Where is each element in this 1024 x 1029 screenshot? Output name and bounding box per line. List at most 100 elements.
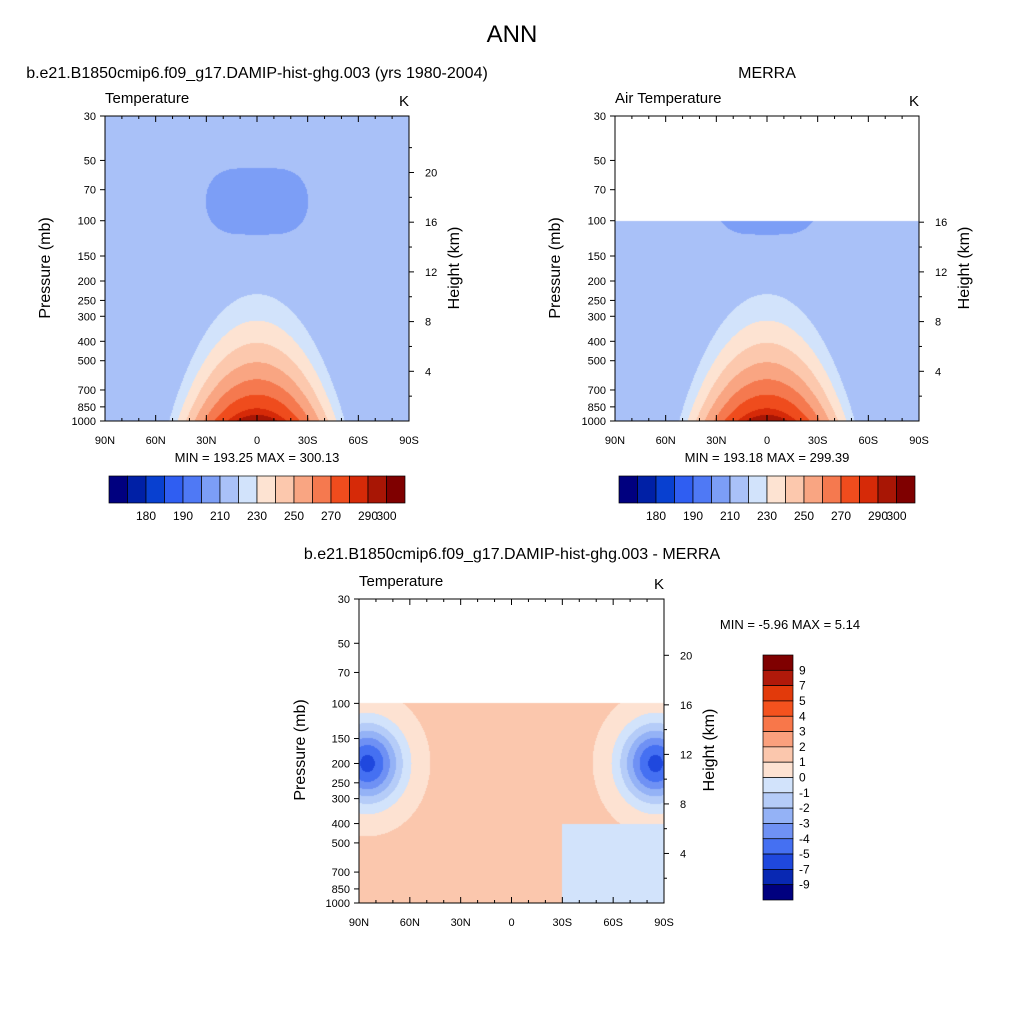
pressure-tick-label: 200 <box>332 758 350 770</box>
lat-tick-label: 30S <box>298 435 318 447</box>
figure-title: ANN <box>487 21 538 48</box>
lat-tick-label: 90S <box>399 435 419 447</box>
panel-diff-units: K <box>654 576 664 593</box>
pressure-tick-label: 300 <box>588 311 606 323</box>
colorbar-box <box>762 869 794 886</box>
colorbar-label: 250 <box>284 509 304 523</box>
pressure-tick-label: 1000 <box>72 416 96 428</box>
colorbar-label: -4 <box>799 832 810 846</box>
panel-model-plot-area <box>105 116 409 421</box>
colorbar-box <box>618 475 638 504</box>
colorbar-label: 0 <box>799 771 806 785</box>
colorbar-box <box>762 746 794 763</box>
height-tick-label: 16 <box>935 217 947 229</box>
lat-tick-label: 0 <box>764 435 770 447</box>
colorbar-label: 1 <box>799 755 806 769</box>
lat-tick-label: 90S <box>909 435 929 447</box>
panel-diff-ylabel-right: Height (km) <box>701 709 718 792</box>
pressure-tick-label: 150 <box>78 251 96 263</box>
height-tick-label: 16 <box>425 217 437 229</box>
pressure-tick-label: 200 <box>588 276 606 288</box>
height-tick-label: 4 <box>425 366 431 378</box>
lat-tick-label: 30N <box>451 917 471 929</box>
colorbar-box <box>803 475 823 504</box>
colorbar-box <box>349 475 369 504</box>
panel-obs-ylabel-right: Height (km) <box>956 227 973 310</box>
colorbar-label: -7 <box>799 862 810 876</box>
field-shading <box>615 116 919 421</box>
colorbar-box <box>219 475 239 504</box>
colorbar-label: 190 <box>683 509 703 523</box>
pressure-tick-label: 100 <box>332 698 350 710</box>
lat-tick-label: 30S <box>808 435 828 447</box>
colorbar-label: 250 <box>794 509 814 523</box>
colorbar-box <box>762 654 794 671</box>
colorbar-box <box>145 475 165 504</box>
colorbar-box <box>762 761 794 778</box>
colorbar-label: 180 <box>646 509 666 523</box>
lat-tick-label: 60N <box>400 917 420 929</box>
lat-tick-label: 60S <box>859 435 879 447</box>
pressure-tick-label: 250 <box>78 295 96 307</box>
colorbar-label: 210 <box>210 509 230 523</box>
colorbar-box <box>896 475 916 504</box>
pressure-tick-label: 700 <box>332 867 350 879</box>
panel-model: b.e21.B1850cmip6.f09_g17.DAMIP-hist-ghg.… <box>26 65 488 523</box>
colorbar-label: 7 <box>799 679 806 693</box>
pressure-tick-label: 500 <box>78 356 96 368</box>
pressure-tick-label: 300 <box>332 794 350 806</box>
colorbar-box <box>108 475 128 504</box>
panel-obs-left-label: Air Temperature <box>615 90 721 107</box>
height-tick-label: 12 <box>680 749 692 761</box>
colorbar-box <box>762 838 794 855</box>
pressure-tick-label: 850 <box>78 402 96 414</box>
height-tick-label: 4 <box>935 366 941 378</box>
panel-diff-colorbar: 9 754 321 0-1-2-3 -4-5-7 -9 <box>762 654 810 901</box>
pressure-tick-label: 700 <box>78 385 96 397</box>
panel-model-case-title: b.e21.B1850cmip6.f09_g17.DAMIP-hist-ghg.… <box>26 65 488 82</box>
panel-obs-plot-area <box>615 116 919 421</box>
colorbar-box <box>201 475 221 504</box>
pressure-tick-label: 400 <box>332 819 350 831</box>
lat-tick-label: 0 <box>254 435 260 447</box>
colorbar-label: 9 <box>799 663 806 677</box>
panel-obs-case-title: MERRA <box>738 65 796 82</box>
lat-tick-label: 90S <box>654 917 674 929</box>
colorbar-box <box>762 700 794 717</box>
colorbar-box <box>256 475 276 504</box>
height-tick-label: 16 <box>680 700 692 712</box>
pressure-tick-label: 250 <box>332 778 350 790</box>
lat-tick-label: 60N <box>146 435 166 447</box>
pressure-tick-label: 1000 <box>326 898 350 910</box>
colorbar-box <box>762 823 794 840</box>
colorbar-label: 210 <box>720 509 740 523</box>
pressure-tick-label: 30 <box>338 594 350 606</box>
pressure-tick-label: 400 <box>588 336 606 348</box>
height-tick-label: 8 <box>935 317 941 329</box>
pressure-tick-label: 70 <box>338 667 350 679</box>
colorbar-label: 270 <box>321 509 341 523</box>
colorbar-box <box>729 475 749 504</box>
height-tick-label: 12 <box>935 267 947 279</box>
colorbar-box <box>840 475 860 504</box>
colorbar-box <box>762 669 794 686</box>
lat-tick-label: 30N <box>196 435 216 447</box>
panel-diff-left-label: Temperature <box>359 573 443 590</box>
colorbar-box <box>762 853 794 870</box>
pressure-tick-label: 500 <box>332 838 350 850</box>
panel-obs-units: K <box>909 93 919 110</box>
panel-model-left-label: Temperature <box>105 90 189 107</box>
colorbar-label: 230 <box>757 509 777 523</box>
height-tick-label: 8 <box>680 799 686 811</box>
panel-diff-plot-area <box>359 599 664 903</box>
pressure-tick-label: 100 <box>588 216 606 228</box>
panel-model-ylabel-right: Height (km) <box>446 227 463 310</box>
colorbar-label: -3 <box>799 816 810 830</box>
colorbar-label: 270 <box>831 509 851 523</box>
panel-diff-case-title: b.e21.B1850cmip6.f09_g17.DAMIP-hist-ghg.… <box>304 546 721 563</box>
colorbar-label: 300 <box>886 509 906 523</box>
colorbar-label: 190 <box>173 509 193 523</box>
pressure-tick-label: 400 <box>78 336 96 348</box>
colorbar-box <box>762 731 794 748</box>
colorbar-box <box>762 777 794 794</box>
